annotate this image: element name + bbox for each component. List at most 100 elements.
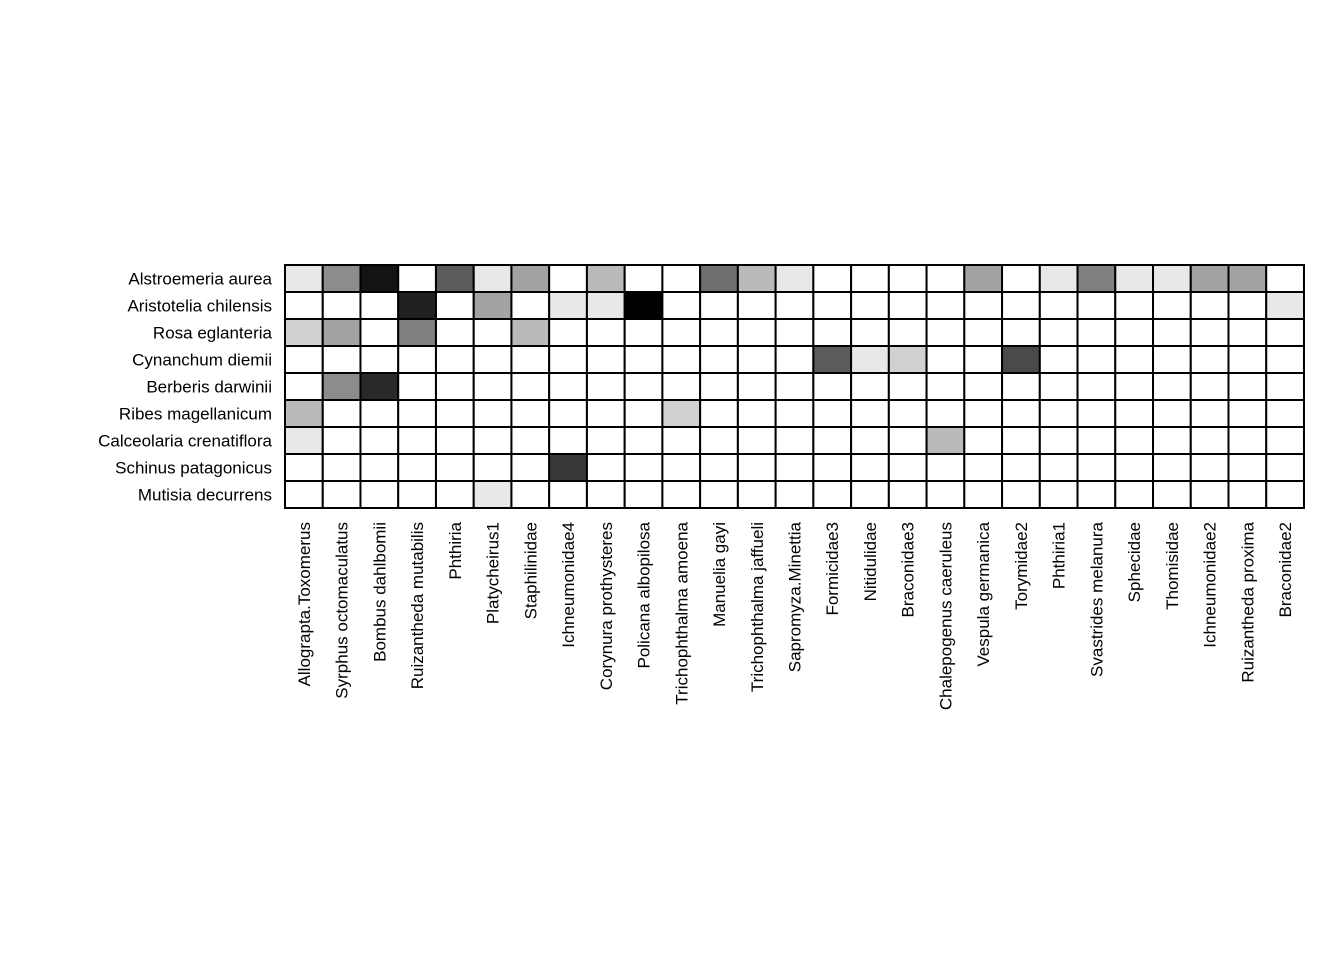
heatmap-cell-ribes-magellanicum-svastrides-melanura xyxy=(1076,399,1117,428)
heatmap-cell-ribes-magellanicum-chalepogenus-caeruleus xyxy=(925,399,966,428)
heatmap-cell-alstroemeria-aurea-nitidulidae xyxy=(850,264,890,293)
heatmap-cell-calceolaria-crenatiflora-trichophthalma-jaffueli xyxy=(736,426,777,455)
heatmap-cell-rosa-eglanteria-nitidulidae xyxy=(850,318,890,347)
column-label: Bombus dahlbomii xyxy=(370,522,389,662)
heatmap-cell-calceolaria-crenatiflora-phthiria1 xyxy=(1038,426,1079,455)
heatmap-cell-schinus-patagonicus-trichophthalma-jaffueli xyxy=(736,453,777,482)
heatmap-cell-cynanchum-diemii-ruizantheda-mutabilis xyxy=(397,345,437,374)
heatmap-cell-aristotelia-chilensis-allograpta-toxomerus xyxy=(284,291,324,320)
heatmap-cell-mutisia-decurrens-torymidae2 xyxy=(1001,480,1041,509)
heatmap-cell-alstroemeria-aurea-formicidae3 xyxy=(812,264,853,293)
column-label: Ruizantheda proxima xyxy=(1238,521,1257,682)
heatmap-cell-berberis-darwinii-policana-albopilosa xyxy=(623,372,664,401)
heatmap-cell-mutisia-decurrens-sapromyza-minettia xyxy=(774,480,815,509)
heatmap-cell-rosa-eglanteria-trichophthalma-jaffueli xyxy=(736,318,777,347)
column-label: Staphilinidae xyxy=(521,522,540,619)
heatmap-cell-cynanchum-diemii-manuelia-gayi xyxy=(699,345,739,374)
column-label: Formicidae3 xyxy=(823,522,842,616)
heatmap-cell-rosa-eglanteria-braconidae2 xyxy=(1265,318,1305,347)
heatmap-cell-cynanchum-diemii-braconidae2 xyxy=(1265,345,1305,374)
heatmap-cell-schinus-patagonicus-bombus-dahlbomii xyxy=(359,453,400,482)
heatmap-cell-calceolaria-crenatiflora-nitidulidae xyxy=(850,426,890,455)
heatmap-cell-schinus-patagonicus-ruizantheda-proxima xyxy=(1227,453,1268,482)
heatmap-cell-mutisia-decurrens-phthiria xyxy=(434,480,475,509)
heatmap-cell-alstroemeria-aurea-policana-albopilosa xyxy=(623,264,664,293)
heatmap-cell-rosa-eglanteria-sphecidae xyxy=(1114,318,1155,347)
heatmap-cell-mutisia-decurrens-platycheirus1 xyxy=(472,480,513,509)
heatmap-cell-ribes-magellanicum-vespula-germanica xyxy=(963,399,1004,428)
heatmap-cell-calceolaria-crenatiflora-policana-albopilosa xyxy=(623,426,664,455)
heatmap-cell-alstroemeria-aurea-ruizantheda-proxima xyxy=(1227,264,1268,293)
heatmap-cell-berberis-darwinii-braconidae3 xyxy=(887,372,928,401)
heatmap-cell-calceolaria-crenatiflora-platycheirus1 xyxy=(472,426,513,455)
row-label: Berberis darwinii xyxy=(146,378,272,397)
row-label: Ribes magellanicum xyxy=(119,405,272,424)
heatmap-cell-calceolaria-crenatiflora-sapromyza-minettia xyxy=(774,426,815,455)
column-label: Policana albopilosa xyxy=(635,521,654,668)
heatmap-cell-alstroemeria-aurea-phthiria1 xyxy=(1038,264,1079,293)
heatmap-cell-schinus-patagonicus-nitidulidae xyxy=(850,453,890,482)
column-label: Braconidae3 xyxy=(899,522,918,617)
heatmap-cell-mutisia-decurrens-trichophthalma-jaffueli xyxy=(736,480,777,509)
heatmap-cell-berberis-darwinii-braconidae2 xyxy=(1265,372,1305,401)
heatmap-cell-berberis-darwinii-manuelia-gayi xyxy=(699,372,739,401)
heatmap-cell-schinus-patagonicus-formicidae3 xyxy=(812,453,853,482)
heatmap-cell-cynanchum-diemii-bombus-dahlbomii xyxy=(359,345,400,374)
heatmap-cell-cynanchum-diemii-thomisidae xyxy=(1152,345,1192,374)
heatmap-cell-alstroemeria-aurea-allograpta-toxomerus xyxy=(284,264,324,293)
heatmap-cell-calceolaria-crenatiflora-svastrides-melanura xyxy=(1076,426,1117,455)
heatmap-cell-cynanchum-diemii-torymidae2 xyxy=(1001,345,1041,374)
heatmap-cell-mutisia-decurrens-bombus-dahlbomii xyxy=(359,480,400,509)
heatmap-cell-aristotelia-chilensis-staphilinidae xyxy=(510,291,551,320)
heatmap-cell-aristotelia-chilensis-vespula-germanica xyxy=(963,291,1004,320)
column-label: Allograpta.Toxomerus xyxy=(295,522,314,686)
row-label: Alstroemeria aurea xyxy=(128,270,272,289)
heatmap-cell-rosa-eglanteria-formicidae3 xyxy=(812,318,853,347)
heatmap-cell-berberis-darwinii-thomisidae xyxy=(1152,372,1192,401)
heatmap-cell-rosa-eglanteria-chalepogenus-caeruleus xyxy=(925,318,966,347)
heatmap-cell-berberis-darwinii-torymidae2 xyxy=(1001,372,1041,401)
heatmap-cell-aristotelia-chilensis-bombus-dahlbomii xyxy=(359,291,400,320)
heatmap-cell-alstroemeria-aurea-ichneumonidae4 xyxy=(548,264,588,293)
heatmap-cell-schinus-patagonicus-ichneumonidae4 xyxy=(548,453,588,482)
heatmap-cell-calceolaria-crenatiflora-trichophthalma-amoena xyxy=(661,426,702,455)
heatmap-cell-cynanchum-diemii-phthiria1 xyxy=(1038,345,1079,374)
heatmap-cell-cynanchum-diemii-staphilinidae xyxy=(510,345,551,374)
heatmap-cell-calceolaria-crenatiflora-bombus-dahlbomii xyxy=(359,426,400,455)
column-label: Vespula germanica xyxy=(974,521,993,666)
heatmap-cell-aristotelia-chilensis-manuelia-gayi xyxy=(699,291,739,320)
heatmap-cell-berberis-darwinii-chalepogenus-caeruleus xyxy=(925,372,966,401)
heatmap-cell-calceolaria-crenatiflora-sphecidae xyxy=(1114,426,1155,455)
heatmap-cell-cynanchum-diemii-platycheirus1 xyxy=(472,345,513,374)
heatmap-cell-alstroemeria-aurea-braconidae3 xyxy=(887,264,928,293)
heatmap-cell-cynanchum-diemii-ichneumonidae2 xyxy=(1189,345,1230,374)
row-label: Calceolaria crenatiflora xyxy=(98,432,272,451)
heatmap-cell-rosa-eglanteria-ruizantheda-mutabilis xyxy=(397,318,437,347)
heatmap-cell-berberis-darwinii-platycheirus1 xyxy=(472,372,513,401)
heatmap-cell-calceolaria-crenatiflora-torymidae2 xyxy=(1001,426,1041,455)
heatmap-cell-schinus-patagonicus-policana-albopilosa xyxy=(623,453,664,482)
heatmap-cell-berberis-darwinii-ruizantheda-proxima xyxy=(1227,372,1268,401)
heatmap-cell-schinus-patagonicus-staphilinidae xyxy=(510,453,551,482)
heatmap-cell-schinus-patagonicus-braconidae2 xyxy=(1265,453,1305,482)
heatmap-cell-schinus-patagonicus-corynura-prothysteres xyxy=(585,453,626,482)
heatmap-cell-rosa-eglanteria-braconidae3 xyxy=(887,318,928,347)
heatmap-cell-rosa-eglanteria-platycheirus1 xyxy=(472,318,513,347)
heatmap-cell-aristotelia-chilensis-ichneumonidae4 xyxy=(548,291,588,320)
row-label: Cynanchum diemii xyxy=(132,351,272,370)
heatmap-cell-mutisia-decurrens-formicidae3 xyxy=(812,480,853,509)
heatmap-cell-berberis-darwinii-svastrides-melanura xyxy=(1076,372,1117,401)
heatmap-cell-aristotelia-chilensis-ichneumonidae2 xyxy=(1189,291,1230,320)
heatmap-cell-rosa-eglanteria-thomisidae xyxy=(1152,318,1192,347)
heatmap-cell-rosa-eglanteria-ichneumonidae2 xyxy=(1189,318,1230,347)
heatmap-cell-aristotelia-chilensis-corynura-prothysteres xyxy=(585,291,626,320)
heatmap-cell-rosa-eglanteria-svastrides-melanura xyxy=(1076,318,1117,347)
heatmap-cell-berberis-darwinii-formicidae3 xyxy=(812,372,853,401)
heatmap-cell-ribes-magellanicum-allograpta-toxomerus xyxy=(284,399,324,428)
heatmap-cell-rosa-eglanteria-sapromyza-minettia xyxy=(774,318,815,347)
heatmap-cell-aristotelia-chilensis-sphecidae xyxy=(1114,291,1155,320)
heatmap-cell-mutisia-decurrens-policana-albopilosa xyxy=(623,480,664,509)
heatmap-cell-ribes-magellanicum-corynura-prothysteres xyxy=(585,399,626,428)
heatmap-cell-mutisia-decurrens-nitidulidae xyxy=(850,480,890,509)
